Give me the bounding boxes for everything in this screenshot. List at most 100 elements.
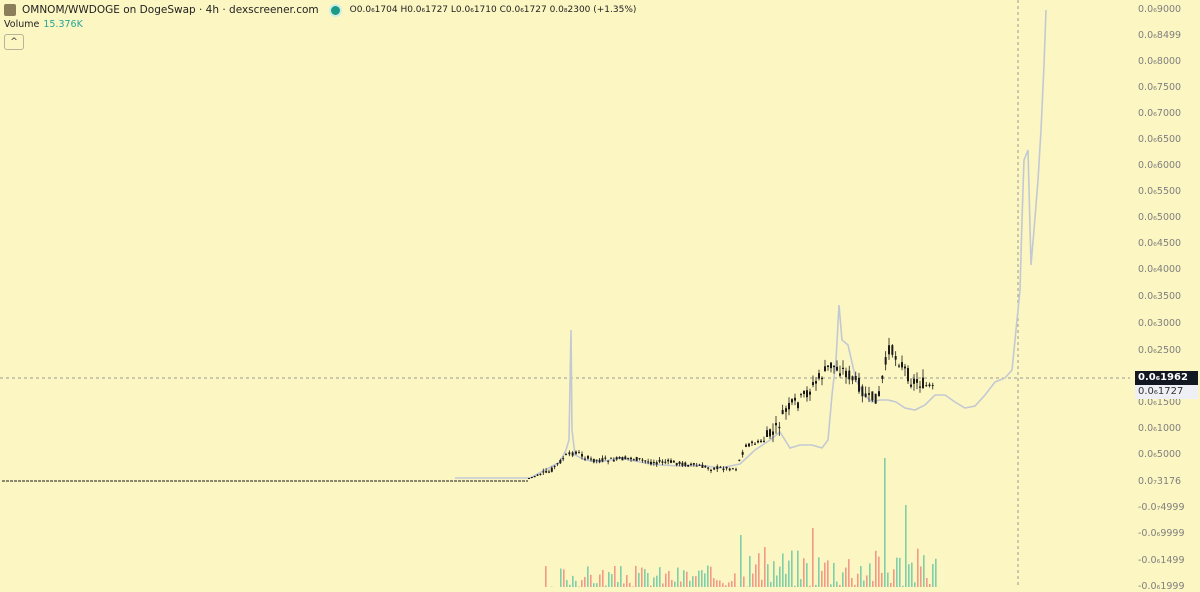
volume-bar [617,582,619,587]
candle-body [531,477,533,478]
volume-bar [773,561,775,587]
price-axis-label: -0.0₆1499 [1138,555,1200,566]
volume-bar [812,528,814,587]
volume-bar [731,581,733,587]
volume-bar [875,551,877,587]
candle-body [664,462,666,463]
volume-bar [836,582,838,587]
candle-body [785,408,787,412]
candle-body [766,430,768,437]
candle-body [607,461,609,462]
price-axis-label: -0.0₇4999 [1138,502,1200,513]
candle-body [775,423,777,425]
volume-bar [923,555,925,587]
candle-body [895,356,897,360]
volume-bar [602,570,604,587]
volume-bar [590,575,592,587]
candle-body [610,458,612,459]
candle-body [858,378,860,392]
volume-bar [581,580,583,587]
volume-bar [647,573,649,587]
volume-bar [764,547,766,587]
price-axis-label: 0.0₆8499 [1138,30,1200,41]
candle-body [888,345,890,354]
price-axis-label: 0.0₆5500 [1138,186,1200,197]
candle-body [575,452,577,454]
token-icon [4,4,16,16]
collapse-legend-button[interactable]: ^ [4,34,24,50]
candle-body [604,458,606,459]
candle-body [803,391,805,394]
candle-body [726,467,728,469]
candle-body [763,441,765,442]
candle-body [636,457,638,461]
volume-bar [662,583,664,587]
candle-body [852,376,854,380]
candle-body [891,345,893,355]
candle-body [676,463,678,465]
candle-body [673,461,675,463]
volume-bar [560,569,562,587]
price-axis-label: 0.0₆5000 [1138,449,1200,460]
candle-body [916,379,918,383]
candle-body [687,465,689,467]
candle-body [754,444,756,445]
volume-bar [833,563,835,587]
candle-body [919,386,921,387]
candle-body [545,471,547,473]
volume-bar [674,582,676,587]
candle-body [559,460,561,463]
volume-value: 15.376K [43,19,82,30]
candle-body [601,458,603,461]
candle-body [619,457,621,458]
price-axis-label: 0.0₆7000 [1138,108,1200,119]
volume-bar [665,574,667,587]
candle-body [861,386,863,396]
candle-body [794,398,796,401]
candle-body [772,431,774,434]
volume-bar [695,576,697,587]
volume-bar [719,581,721,587]
candle-body [616,457,618,459]
volume-bar [596,583,598,587]
candle-body [865,394,867,397]
candle-body [824,366,826,371]
candle-body [587,456,589,459]
volume-bar [806,563,808,587]
volume-bar [614,566,616,587]
volume-bar [824,563,826,587]
chart-title: OMNOM/WWDOGE on DogeSwap · 4h · dexscree… [22,4,319,16]
volume-bar [869,563,871,587]
candle-body [839,373,841,375]
comparison-line [455,10,1046,478]
volume-bar [917,549,919,587]
volume-bar [707,566,709,587]
volume-bar [545,566,547,587]
volume-bar [785,574,787,587]
candle-body [578,452,580,453]
volume-bar [818,557,820,587]
volume-bar [692,576,694,587]
volume-bar [887,572,889,587]
candle-body [735,469,737,470]
candle-body [812,382,814,385]
candle-body [537,475,539,476]
candle-body [659,460,661,462]
candle-body [534,476,536,477]
volume-bar [767,564,769,587]
candle-body [732,468,734,469]
volume-bar [698,571,700,587]
candle-body [875,394,877,404]
candle-body [855,376,857,380]
candle-body [707,468,709,469]
candle-body [806,390,808,397]
volume-bar [641,568,643,587]
candle-body [641,460,643,461]
volume-bar [872,581,874,587]
candle-body [696,466,698,467]
volume-bar [890,583,892,587]
volume-bar [623,583,625,587]
candle-body [913,379,915,384]
volume-bar [680,582,682,587]
